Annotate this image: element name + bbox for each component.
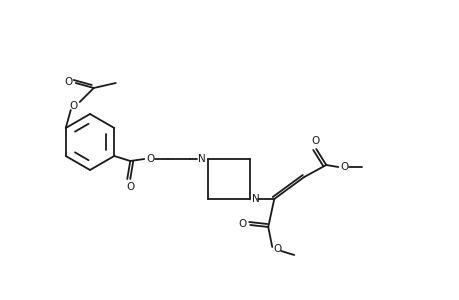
Text: N: N [252,194,259,204]
Text: O: O [310,136,319,146]
Text: O: O [64,77,73,87]
Text: O: O [69,101,78,111]
Text: O: O [238,219,246,229]
Text: O: O [273,244,281,254]
Text: O: O [126,182,134,192]
Text: O: O [339,162,347,172]
Text: N: N [198,154,206,164]
Text: O: O [146,154,154,164]
